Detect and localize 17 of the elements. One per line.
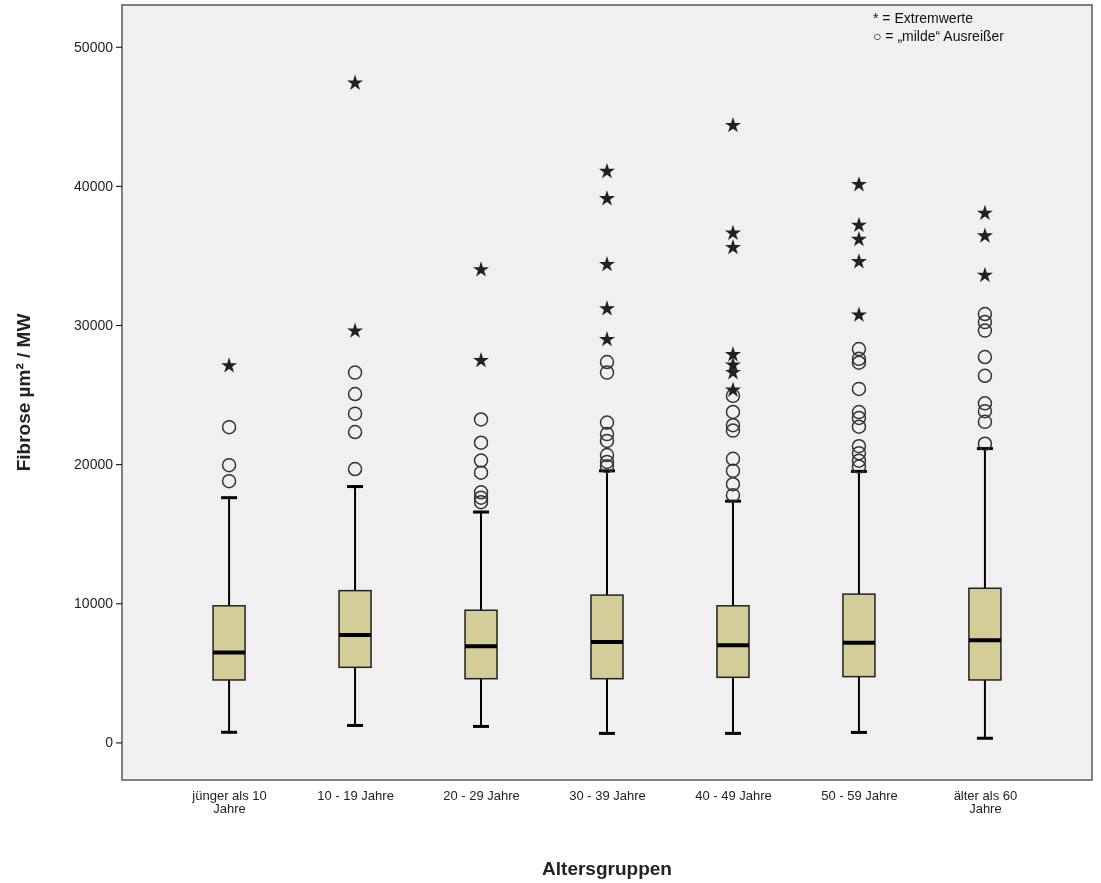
x-tick-label: jünger als 10 Jahre — [191, 787, 267, 816]
y-tick-label: 40000 — [74, 177, 114, 194]
annotation: ○ = „milde“ Ausreißer — [873, 28, 1005, 44]
annotation: * = Extremwerte — [873, 10, 974, 26]
x-tick-label: 20 - 29 Jahre — [443, 787, 520, 803]
x-axis-title: Altersgruppen — [542, 858, 672, 879]
x-tick-label: älter als 60 Jahre — [953, 787, 1018, 816]
y-tick-label: 10000 — [74, 595, 114, 612]
y-tick-label: 0 — [105, 734, 114, 751]
x-tick-label: 30 - 39 Jahre — [569, 787, 646, 803]
x-tick-label: 40 - 49 Jahre — [695, 787, 772, 803]
y-tick-label: 20000 — [74, 456, 114, 473]
x-tick-label: 10 - 19 Jahre — [317, 787, 394, 803]
y-tick-label: 50000 — [74, 38, 114, 55]
y-axis-title: Fibrose µm² / MW — [13, 313, 34, 472]
y-tick-label: 30000 — [74, 317, 114, 333]
x-tick-label: 50 - 59 Jahre — [821, 787, 898, 803]
